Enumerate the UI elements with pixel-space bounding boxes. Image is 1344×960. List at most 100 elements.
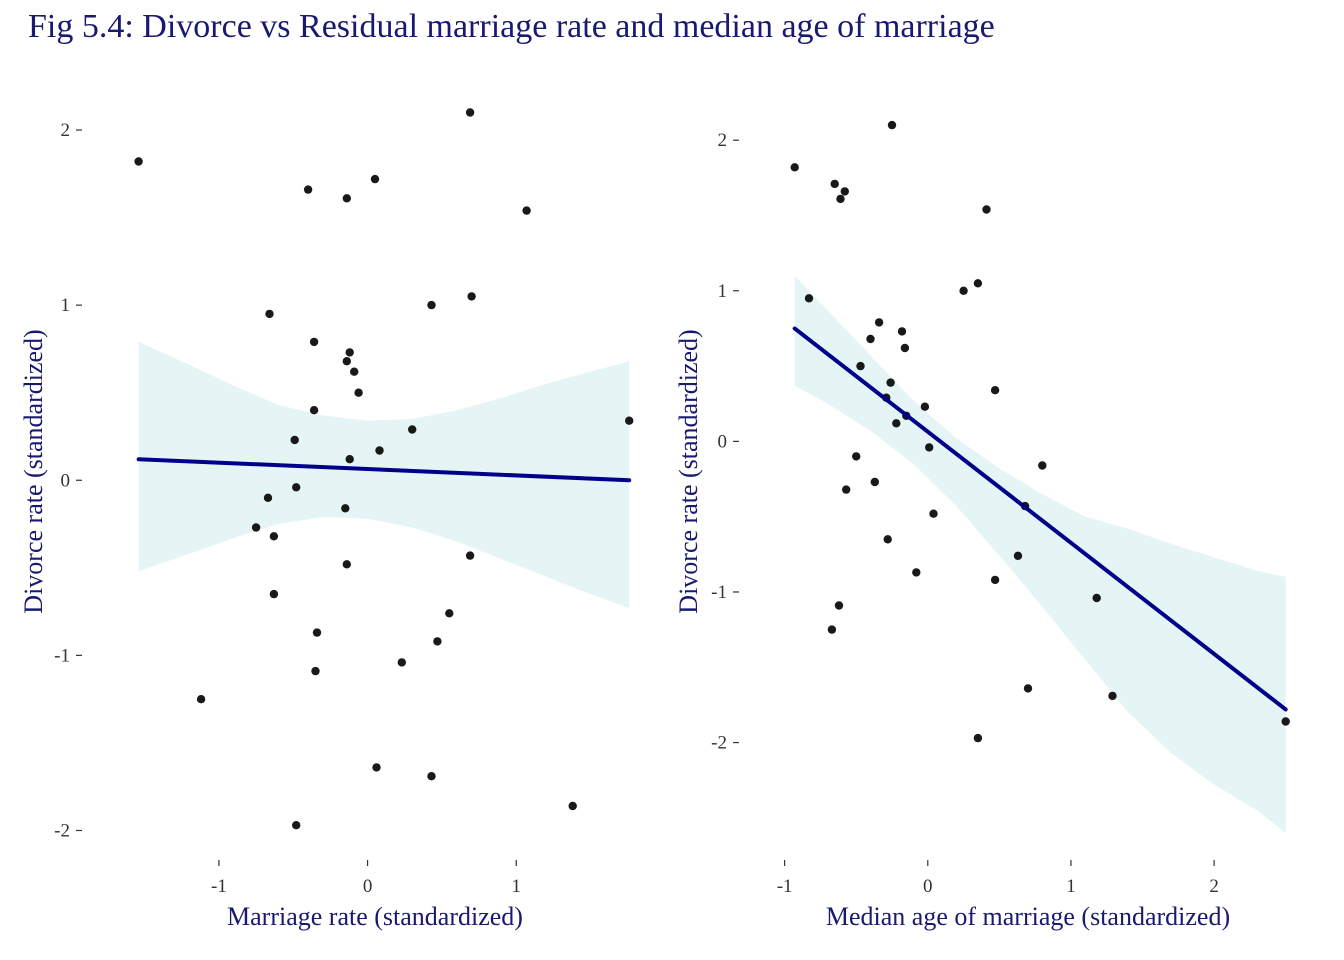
data-point [883, 535, 892, 544]
data-point [1108, 691, 1117, 701]
data-point [370, 174, 380, 184]
x-tick-label: 2 [1209, 876, 1219, 897]
data-point [959, 286, 968, 295]
data-point [292, 483, 301, 492]
y-tick-label: 0 [61, 470, 71, 491]
data-point [372, 763, 381, 772]
x-tick-label: 0 [363, 876, 373, 897]
data-point [397, 658, 406, 667]
data-point [834, 601, 844, 610]
data-point [827, 625, 837, 634]
data-point [303, 185, 313, 194]
y-tick-label: -2 [54, 820, 70, 841]
data-point [842, 485, 851, 494]
data-point [836, 194, 845, 204]
data-point [196, 695, 206, 704]
data-point [433, 637, 442, 646]
data-point [870, 477, 879, 487]
data-point [342, 357, 351, 366]
data-point [840, 187, 849, 196]
y-tick-label: -1 [54, 645, 70, 666]
data-point [427, 300, 436, 310]
data-point [427, 772, 436, 781]
y-tick-label: 1 [61, 295, 71, 316]
data-point [269, 532, 279, 541]
data-point [311, 666, 320, 676]
data-point [1281, 717, 1290, 726]
data-point [973, 733, 983, 743]
data-point [263, 493, 273, 502]
regression-line [792, 326, 1288, 712]
data-point [309, 406, 319, 415]
data-point [830, 179, 839, 189]
data-point [852, 452, 861, 461]
x-tick-label: 1 [1066, 876, 1076, 897]
data-point [341, 504, 350, 513]
confidence-band [138, 341, 630, 609]
data-point [625, 416, 634, 425]
y-axis-title: Divorce rate (standardized) [19, 329, 48, 613]
data-point [269, 589, 279, 599]
y-tick-label: 1 [718, 281, 728, 302]
x-tick-label: -1 [211, 876, 227, 897]
panel-median-age: -2 -1 0 1 2 -1 0 1 2 Median age of marriage (stan… [674, 120, 1290, 931]
page-title: Fig 5.4: Divorce vs Residual marriage ra… [28, 8, 995, 45]
data-point [312, 628, 322, 637]
data-point [856, 361, 865, 371]
regression-line [136, 457, 632, 483]
data-point [1092, 593, 1101, 603]
data-point [925, 443, 934, 452]
y-tick-label: -1 [711, 582, 727, 603]
data-point [467, 292, 476, 301]
confidence-band [794, 275, 1286, 833]
x-tick-label: 0 [923, 876, 933, 897]
data-point [790, 163, 799, 172]
data-point [290, 435, 299, 445]
y-tick-label: -2 [711, 733, 727, 754]
data-point [900, 343, 910, 353]
data-point [345, 348, 354, 357]
data-point [1023, 684, 1033, 693]
data-point [874, 318, 884, 327]
y-tick-label: 0 [718, 431, 728, 452]
data-point [342, 194, 351, 203]
data-point [265, 309, 274, 319]
y-axis-title: Divorce rate (standardized) [674, 329, 703, 613]
data-point [929, 509, 938, 518]
data-point [866, 334, 875, 344]
data-point [354, 388, 363, 397]
x-tick-label: -1 [777, 876, 793, 897]
data-point [804, 294, 814, 303]
panel-marriage-rate: -2 -1 0 1 2 -1 0 1 Marriage rate (standardized) D… [19, 108, 634, 931]
data-point [990, 575, 1000, 585]
data-point [568, 801, 577, 811]
data-point [408, 425, 417, 434]
data-point [897, 327, 907, 336]
data-point [465, 551, 475, 560]
data-point [982, 205, 991, 214]
y-tick-label: 2 [718, 130, 728, 151]
x-tick-label: 1 [511, 876, 521, 897]
data-point [912, 568, 921, 577]
data-point [886, 378, 895, 387]
data-point [892, 419, 901, 428]
data-point [522, 206, 531, 215]
data-point [251, 523, 261, 532]
x-axis-title: Median age of marriage (standardized) [826, 902, 1230, 931]
data-point [973, 279, 983, 288]
data-point [350, 367, 359, 376]
data-point [342, 560, 351, 569]
data-point [309, 337, 319, 347]
data-point [887, 120, 897, 130]
data-point [345, 455, 354, 464]
x-axis-title: Marriage rate (standardized) [227, 902, 523, 931]
data-point [920, 402, 930, 411]
data-point [134, 157, 143, 166]
data-point [375, 446, 384, 455]
data-point [990, 386, 1000, 395]
data-point [465, 108, 475, 117]
data-point [1013, 551, 1023, 560]
data-point [292, 821, 301, 830]
data-point [445, 609, 454, 618]
y-tick-label: 2 [61, 120, 71, 141]
